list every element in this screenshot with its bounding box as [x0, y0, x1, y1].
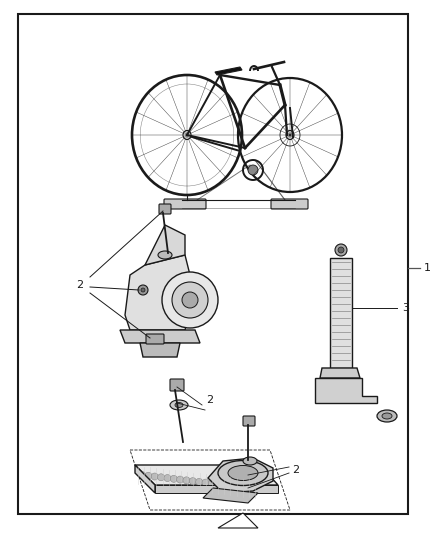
Circle shape	[234, 483, 241, 490]
Circle shape	[202, 479, 209, 486]
Polygon shape	[315, 378, 377, 403]
Circle shape	[240, 484, 247, 491]
Circle shape	[145, 472, 152, 479]
Circle shape	[196, 478, 203, 486]
Circle shape	[247, 484, 254, 491]
Circle shape	[215, 481, 222, 488]
Polygon shape	[215, 67, 242, 75]
Circle shape	[177, 476, 184, 483]
Ellipse shape	[243, 457, 257, 465]
Circle shape	[172, 282, 208, 318]
Polygon shape	[135, 465, 278, 485]
Ellipse shape	[218, 461, 268, 486]
Ellipse shape	[158, 251, 172, 259]
Ellipse shape	[377, 410, 397, 422]
Circle shape	[248, 165, 258, 175]
Polygon shape	[125, 255, 195, 330]
Circle shape	[141, 288, 145, 292]
FancyBboxPatch shape	[170, 379, 184, 391]
Ellipse shape	[286, 131, 294, 140]
Circle shape	[138, 285, 148, 295]
Circle shape	[335, 244, 347, 256]
Text: 2: 2	[292, 465, 299, 475]
Text: 2: 2	[206, 395, 214, 405]
FancyBboxPatch shape	[159, 204, 171, 214]
Ellipse shape	[183, 131, 191, 140]
Text: 3: 3	[402, 303, 409, 313]
Bar	[330, 258, 352, 368]
Polygon shape	[120, 330, 200, 343]
Circle shape	[182, 292, 198, 308]
FancyBboxPatch shape	[146, 334, 164, 344]
Circle shape	[151, 473, 158, 480]
Polygon shape	[140, 343, 180, 357]
Polygon shape	[208, 458, 273, 493]
Circle shape	[338, 247, 344, 253]
Ellipse shape	[170, 400, 188, 410]
Circle shape	[189, 478, 196, 484]
Ellipse shape	[382, 413, 392, 419]
FancyBboxPatch shape	[271, 199, 308, 209]
Circle shape	[227, 482, 234, 489]
Polygon shape	[203, 488, 258, 503]
Text: 1: 1	[424, 263, 431, 273]
Circle shape	[158, 474, 165, 481]
Polygon shape	[145, 225, 185, 265]
Ellipse shape	[228, 465, 258, 481]
Polygon shape	[218, 513, 258, 528]
Circle shape	[208, 480, 215, 487]
Polygon shape	[320, 368, 360, 378]
Text: 2: 2	[77, 280, 84, 290]
FancyBboxPatch shape	[243, 416, 255, 426]
Circle shape	[164, 474, 171, 481]
Polygon shape	[135, 465, 155, 493]
Circle shape	[170, 475, 177, 482]
Ellipse shape	[175, 402, 183, 408]
FancyBboxPatch shape	[164, 199, 206, 209]
Circle shape	[221, 481, 228, 488]
Bar	[18, 14, 408, 514]
Circle shape	[183, 477, 190, 484]
Polygon shape	[155, 485, 278, 493]
Circle shape	[138, 472, 145, 479]
Circle shape	[162, 272, 218, 328]
